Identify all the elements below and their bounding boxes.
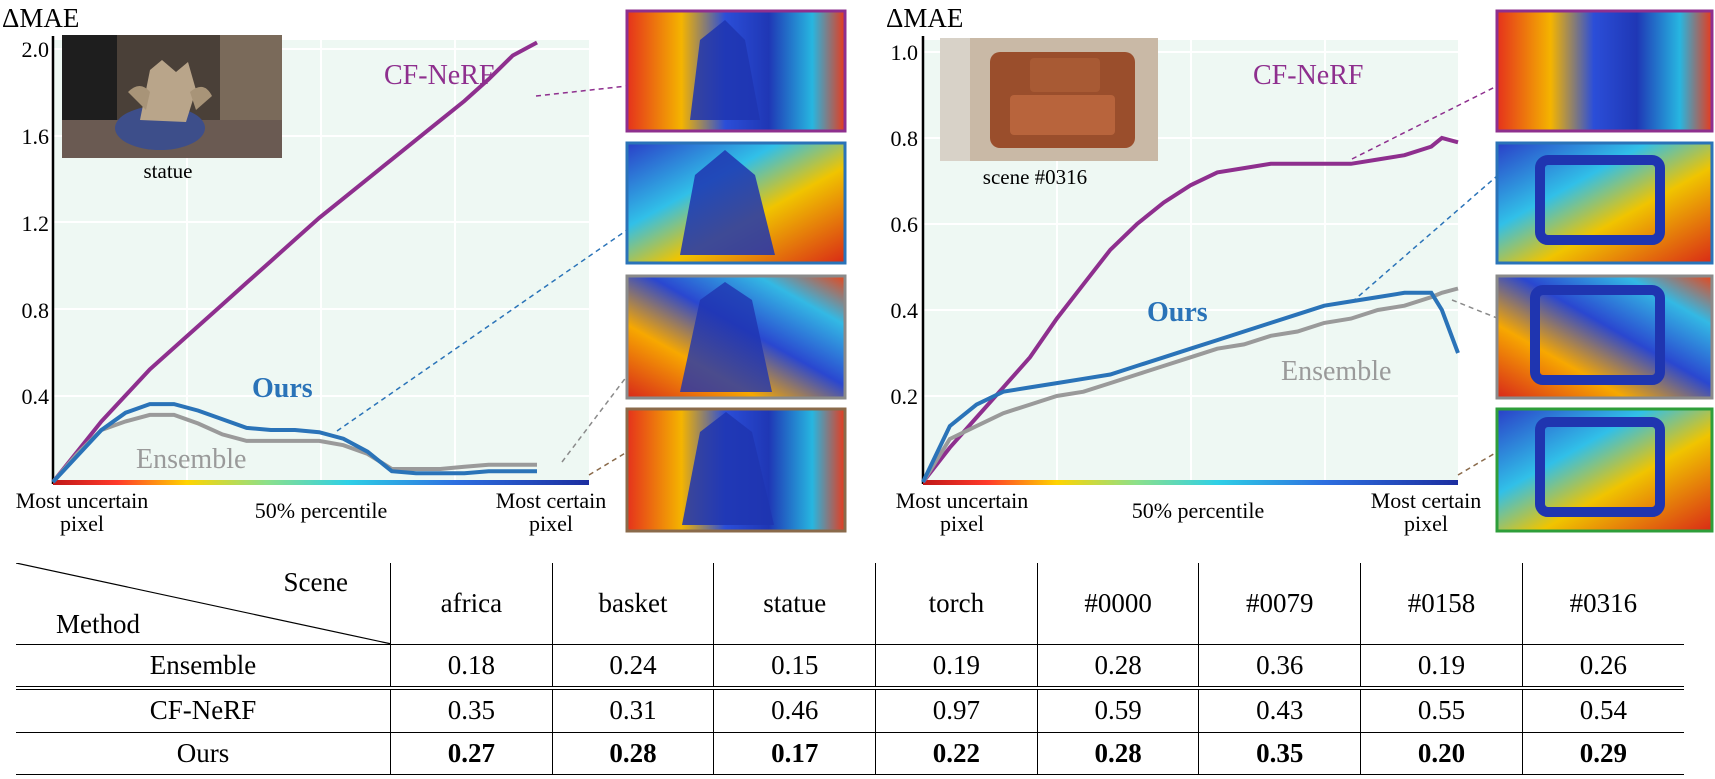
column-header: #0079 <box>1198 563 1361 645</box>
corner-diagonal <box>16 563 390 644</box>
table-row: CF-NeRF 0.35 0.31 0.46 0.97 0.59 0.43 0.… <box>16 688 1684 733</box>
x-label-right: Most certain <box>496 488 607 513</box>
y-tick: 0.4 <box>891 298 919 323</box>
line-ensemble <box>51 412 537 484</box>
column-header: torch <box>875 563 1038 645</box>
connector-lines <box>336 85 628 476</box>
cell: 0.19 <box>1360 644 1523 691</box>
y-axis-label: ΔMAE <box>886 3 963 33</box>
error-maps-statue <box>625 9 847 533</box>
y-tick: 0.4 <box>22 384 50 409</box>
column-header: #0158 <box>1360 563 1523 645</box>
line-cf-nerf <box>51 40 538 484</box>
y-tick-labels: 2.0 1.6 1.2 0.8 0.4 <box>22 37 50 409</box>
cell: 0.46 <box>713 688 876 733</box>
column-header: africa <box>390 563 553 645</box>
column-header: statue <box>713 563 876 645</box>
chart-scene0316: ΔMAE 1.0 0.8 0.6 0.4 0.2 CF-NeRF Ours En… <box>886 3 1714 536</box>
x-axis-labels: Most uncertain pixel 50% percentile Most… <box>16 488 607 536</box>
cell: 0.59 <box>1036 688 1199 733</box>
table-row: Ours 0.27 0.28 0.17 0.22 0.28 0.35 0.20 … <box>16 732 1684 776</box>
y-tick: 1.0 <box>891 40 919 65</box>
inset-scene-photo <box>940 38 1158 161</box>
column-header: basket <box>551 563 714 645</box>
y-tick: 0.2 <box>891 384 919 409</box>
x-label-right: Most certain <box>1371 488 1482 513</box>
x-label-left-2: pixel <box>940 511 984 536</box>
cell: 0.24 <box>551 644 714 691</box>
chart-statue: ΔMAE 2.0 1.6 1.2 0.8 0.4 CF-NeRF Ours En… <box>2 3 847 536</box>
cell: 0.28 <box>1036 644 1199 691</box>
corner-scene-label: Scene <box>283 567 348 597</box>
cell: 0.43 <box>1198 688 1361 733</box>
line-cf-nerf <box>921 135 1459 484</box>
cell: 0.35 <box>390 688 553 733</box>
line-ensemble <box>921 286 1459 484</box>
x-axis-colorbar <box>53 480 589 485</box>
column-header: #0316 <box>1521 563 1684 645</box>
row-method: Ensemble <box>16 644 391 691</box>
x-axis-colorbar <box>923 480 1458 485</box>
label-ours: Ours <box>1147 297 1208 328</box>
connector-lines <box>1351 175 1498 476</box>
results-table: Scene Method africa basket statue torch … <box>16 563 1684 776</box>
x-label-left: Most uncertain <box>16 488 149 513</box>
figure: ΔMAE 2.0 1.6 1.2 0.8 0.4 CF-NeRF Ours En… <box>2 3 1714 536</box>
x-label-right-2: pixel <box>1404 511 1448 536</box>
y-tick-labels: 1.0 0.8 0.6 0.4 0.2 <box>891 40 919 409</box>
row-method: Ours <box>16 732 391 776</box>
y-tick: 1.6 <box>22 124 50 149</box>
cell: 0.97 <box>875 688 1038 733</box>
line-ours <box>51 402 537 484</box>
y-tick: 0.8 <box>22 298 50 323</box>
y-tick: 0.8 <box>891 126 919 151</box>
cell: 0.28 <box>1036 732 1199 776</box>
cell: 0.29 <box>1521 732 1684 776</box>
y-tick: 2.0 <box>22 37 50 62</box>
x-label-left-2: pixel <box>60 511 104 536</box>
cell: 0.36 <box>1198 644 1361 691</box>
inset-caption: statue <box>144 159 193 183</box>
x-label-right-2: pixel <box>529 511 573 536</box>
cell: 0.15 <box>713 644 876 691</box>
table-row: Ensemble 0.18 0.24 0.15 0.19 0.28 0.36 0… <box>16 644 1684 691</box>
column-header: #0000 <box>1036 563 1199 645</box>
gridlines <box>923 40 1458 482</box>
cell: 0.20 <box>1360 732 1523 776</box>
cell: 0.18 <box>390 644 553 691</box>
label-cf-nerf: CF-NeRF <box>384 60 494 91</box>
cell: 0.26 <box>1521 644 1684 691</box>
lines-statue <box>51 40 538 484</box>
x-label-left: Most uncertain <box>896 488 1029 513</box>
line-ours <box>921 290 1460 483</box>
table-corner-header: Scene Method <box>16 563 391 645</box>
cell: 0.35 <box>1198 732 1361 776</box>
cell: 0.22 <box>875 732 1038 776</box>
cell: 0.31 <box>551 688 714 733</box>
corner-method-label: Method <box>56 608 140 639</box>
label-ours: Ours <box>252 373 313 404</box>
label-ensemble: Ensemble <box>1281 356 1391 387</box>
cell: 0.27 <box>390 732 553 776</box>
inset-caption: scene #0316 <box>983 165 1087 189</box>
inset-statue-photo <box>62 35 282 158</box>
error-maps-scene <box>1495 9 1714 533</box>
y-tick: 1.2 <box>22 211 50 236</box>
cell: 0.54 <box>1521 688 1684 733</box>
x-label-mid: 50% percentile <box>255 498 388 523</box>
x-label-mid: 50% percentile <box>1132 498 1265 523</box>
y-tick: 0.6 <box>891 212 919 237</box>
cell: 0.19 <box>875 644 1038 691</box>
label-cf-nerf: CF-NeRF <box>1253 60 1363 91</box>
lines-scene0316 <box>921 135 1460 484</box>
cell: 0.55 <box>1360 688 1523 733</box>
cell: 0.28 <box>551 732 714 776</box>
label-ensemble: Ensemble <box>136 444 246 475</box>
row-method: CF-NeRF <box>16 688 391 733</box>
y-axis-label: ΔMAE <box>2 3 79 33</box>
error-map-cf-nerf <box>1495 9 1714 133</box>
cell: 0.17 <box>713 732 876 776</box>
x-axis-labels: Most uncertain pixel 50% percentile Most… <box>896 488 1482 536</box>
